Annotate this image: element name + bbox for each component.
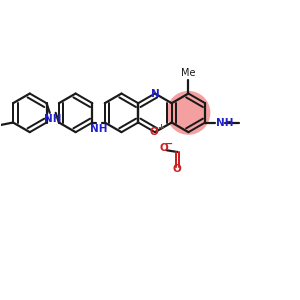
- Text: NH: NH: [44, 114, 61, 124]
- Text: N: N: [151, 88, 159, 98]
- Text: NH: NH: [90, 124, 107, 134]
- Text: O: O: [173, 164, 182, 174]
- Text: O: O: [149, 127, 158, 137]
- Circle shape: [167, 92, 210, 134]
- Text: −: −: [165, 139, 173, 149]
- Text: O: O: [159, 143, 168, 153]
- Text: +: +: [157, 123, 164, 132]
- Text: Me: Me: [181, 68, 196, 78]
- Text: NH: NH: [216, 118, 234, 128]
